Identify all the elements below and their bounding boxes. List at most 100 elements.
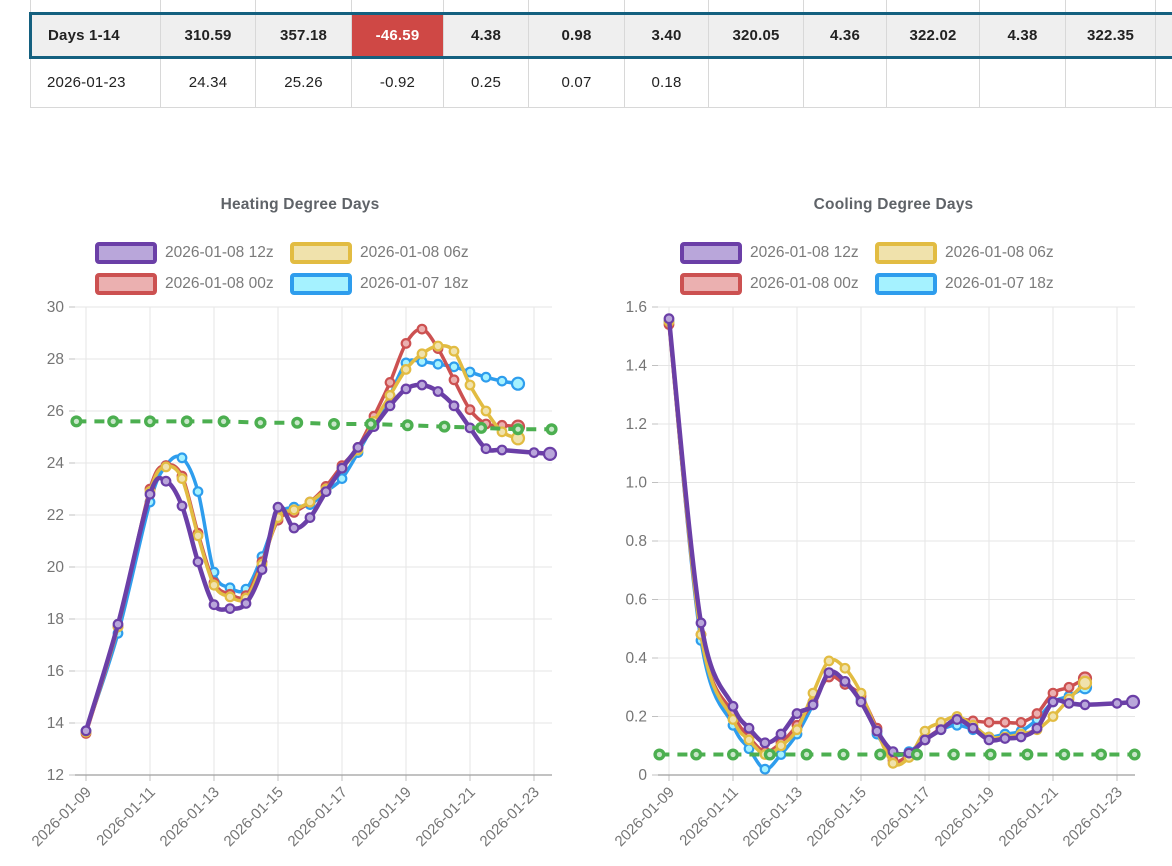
chart-title: Heating Degree Days: [220, 196, 380, 213]
legend-swatch-icon: [680, 242, 742, 264]
value-cell: 320.05: [708, 11, 804, 59]
value-cell: -0.92: [351, 57, 444, 108]
legend-swatch-icon: [95, 242, 157, 264]
value-cell: 357.18: [255, 11, 352, 59]
value-cell: 4.38: [443, 11, 529, 59]
value-cell: 3.40: [624, 11, 709, 59]
value-cell: [1155, 57, 1172, 108]
value-cell: 24.34: [160, 57, 256, 108]
y-tick-label: 28: [47, 351, 64, 368]
y-tick-label: 30: [47, 299, 65, 316]
value-cell: [160, 0, 256, 13]
legend-item-2026-01-08-00z[interactable]: 2026-01-08 00z: [95, 272, 274, 296]
y-tick-label: 1.6: [625, 299, 647, 316]
legend-item-2026-01-08-06z[interactable]: 2026-01-08 06z: [875, 241, 1054, 265]
x-tick-label: 2026-01-23: [477, 784, 543, 850]
hdd-plot-svg: 12 14 16 18 20 22 24 26 28 30 2026-01-092026-01-11…: [30, 299, 558, 850]
legend-label: 2026-01-08 00z: [165, 275, 274, 292]
value-cell: [528, 0, 625, 13]
table-row: [30, 0, 1172, 13]
legend-label: 2026-01-08 06z: [945, 244, 1054, 261]
y-tick-label: 0.2: [625, 709, 647, 726]
y-tick-label: 1.0: [625, 475, 647, 492]
y-tick-label: 0: [638, 767, 647, 784]
row-label-cell: [30, 0, 161, 13]
legend-swatch-icon: [290, 273, 352, 295]
value-cell: 25.26: [255, 57, 352, 108]
chart-title: Cooling Degree Days: [813, 196, 974, 213]
value-cell: [979, 0, 1066, 13]
heating-degree-days-chart: Heating Degree Days 2026-01-08 12z 2026-0…: [30, 185, 570, 866]
y-tick-label: 20: [47, 559, 65, 576]
series-2026-01-08-06z: [80, 340, 526, 738]
legend-label: 2026-01-08 00z: [750, 275, 859, 292]
value-cell: [886, 0, 980, 13]
value-cell: 322.02: [886, 11, 980, 59]
x-tick-label: 2026-01-17: [285, 784, 351, 850]
x-tick-label: 2026-01-09: [615, 784, 678, 850]
x-tick-label: 2026-01-19: [349, 784, 415, 850]
value-cell: [979, 57, 1066, 108]
legend-item-2026-01-08-12z[interactable]: 2026-01-08 12z: [680, 241, 859, 265]
legend-label: 2026-01-07 18z: [945, 275, 1054, 292]
x-tick-label: 2026-01-09: [30, 784, 95, 850]
value-cell: 0.07: [528, 57, 625, 108]
legend-item-2026-01-07-18z[interactable]: 2026-01-07 18z: [875, 272, 1054, 296]
legend-swatch-icon: [875, 273, 937, 295]
x-tick-label: 2026-01-11: [676, 784, 741, 849]
legend-label: 2026-01-08 06z: [360, 244, 469, 261]
table-row: 2026-01-23 24.34 25.26 -0.92 0.25 0.07 0.18: [30, 57, 1172, 108]
series-normal: [70, 415, 558, 436]
value-cell: [1065, 57, 1156, 108]
legend-label: 2026-01-08 12z: [750, 244, 859, 261]
negative-highlight-cell: -46.59: [351, 11, 444, 59]
value-cell: [886, 57, 980, 108]
y-tick-label: 0.8: [625, 533, 647, 550]
legend-item-2026-01-08-00z[interactable]: 2026-01-08 00z: [680, 272, 859, 296]
y-tick-label: 22: [47, 507, 64, 524]
series-normal: [653, 748, 1141, 761]
y-tick-label: 16: [47, 663, 64, 680]
x-tick-label: 2026-01-13: [740, 784, 806, 850]
series-2026-01-08-00z: [80, 323, 526, 739]
value-cell: [624, 0, 709, 13]
value-cell: [708, 0, 804, 13]
y-tick-label: 1.2: [625, 416, 647, 433]
value-cell: 0.98: [528, 11, 625, 59]
y-tick-label: 14: [47, 715, 65, 732]
row-label-cell: Days 1-14: [29, 11, 161, 59]
legend-label: 2026-01-08 12z: [165, 244, 274, 261]
value-cell: [708, 57, 804, 108]
cdd-plot-svg: 00.20.40.60.81.01.21.41.62026-01-092026-…: [615, 299, 1141, 850]
summary-table: Days 1-14 310.59 357.18 -46.59 4.38 0.98 3.40 3…: [29, 0, 1172, 108]
legend-swatch-icon: [95, 273, 157, 295]
value-cell: 0.25: [443, 57, 529, 108]
legend-item-2026-01-08-12z[interactable]: 2026-01-08 12z: [95, 241, 274, 265]
legend-item-2026-01-08-06z[interactable]: 2026-01-08 06z: [290, 241, 469, 265]
y-tick-label: 26: [47, 403, 64, 420]
x-tick-label: 2026-01-21: [413, 784, 479, 850]
value-cell: [803, 57, 887, 108]
value-cell: [1155, 11, 1172, 59]
legend-swatch-icon: [680, 273, 742, 295]
forecast-summary-table: Days 1-14 310.59 357.18 -46.59 4.38 0.98 3.40 3…: [29, 0, 1172, 112]
y-tick-label: 1.4: [625, 358, 647, 375]
value-cell: 310.59: [160, 11, 256, 59]
x-tick-label: 2026-01-15: [804, 784, 870, 850]
value-cell: 322.35: [1065, 11, 1156, 59]
legend-item-2026-01-07-18z[interactable]: 2026-01-07 18z: [290, 272, 469, 296]
row-label-cell: 2026-01-23: [30, 57, 161, 108]
value-cell: [1155, 0, 1172, 13]
value-cell: [1065, 0, 1156, 13]
legend-swatch-icon: [875, 242, 937, 264]
x-tick-label: 2026-01-11: [93, 784, 158, 849]
legend-swatch-icon: [290, 242, 352, 264]
x-tick-label: 2026-01-17: [868, 784, 934, 850]
value-cell: 4.38: [979, 11, 1066, 59]
y-tick-label: 18: [47, 611, 64, 628]
y-tick-label: 24: [47, 455, 65, 472]
series-2026-01-08-12z: [80, 379, 558, 737]
x-tick-label: 2026-01-23: [1060, 784, 1126, 850]
x-tick-label: 2026-01-19: [932, 784, 998, 850]
